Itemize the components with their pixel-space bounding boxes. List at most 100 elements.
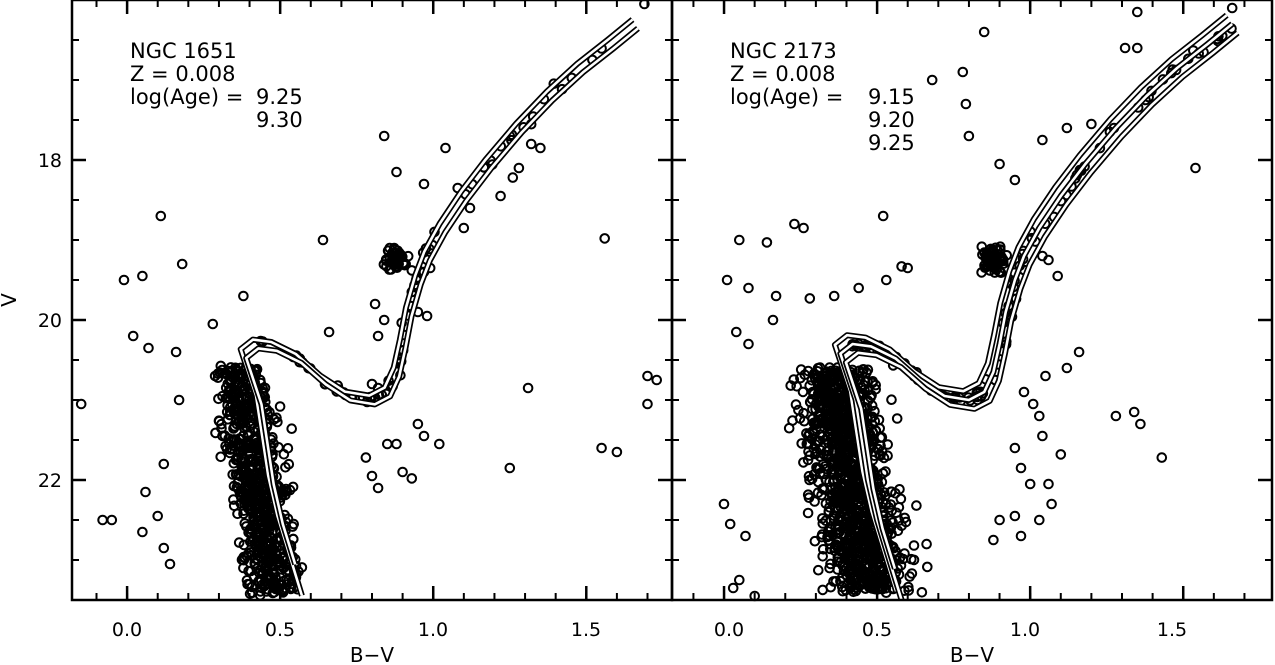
star-point: [164, 558, 176, 570]
star-point: [251, 467, 262, 478]
isochrone-line: [844, 31, 1239, 570]
star-point: [1024, 478, 1036, 490]
age-label: log(Age) =: [130, 85, 243, 109]
y-axis-title: V: [0, 293, 21, 307]
star-point: [859, 518, 870, 530]
star-point: [796, 438, 808, 449]
star-point: [267, 544, 279, 556]
star-point: [228, 500, 240, 512]
star-point: [795, 372, 806, 384]
star-point: [895, 493, 907, 505]
star-point: [210, 427, 221, 439]
star-point: [994, 158, 1005, 170]
star-point: [434, 438, 445, 450]
age-label: log(Age) =: [730, 85, 843, 109]
star-point: [278, 449, 290, 460]
star-point: [891, 413, 903, 424]
star-point: [877, 576, 888, 588]
star-point: [513, 162, 525, 174]
star-point: [906, 553, 917, 565]
star-point: [250, 456, 261, 468]
star-point: [767, 314, 779, 326]
x-tick-label: 0.0: [112, 619, 142, 641]
star-point: [245, 528, 257, 539]
star-point: [239, 518, 251, 529]
star-point: [266, 533, 277, 544]
star-point: [412, 418, 424, 430]
star-point: [783, 422, 795, 434]
star-point: [1018, 386, 1030, 398]
star-point: [223, 433, 234, 444]
star-point: [596, 442, 607, 454]
star-point: [248, 454, 259, 465]
star-point: [812, 463, 823, 475]
star-point: [858, 534, 869, 546]
star-point: [535, 142, 546, 154]
star-point: [806, 394, 818, 405]
star-point: [143, 342, 154, 354]
star-point: [988, 534, 999, 546]
age-value-1: 9.25: [256, 85, 303, 109]
star-point: [880, 498, 892, 509]
star-point: [886, 394, 897, 406]
star-point: [231, 410, 243, 421]
star-point: [378, 130, 390, 142]
star-point: [817, 518, 829, 529]
star-point: [894, 484, 905, 495]
star-point: [1046, 498, 1057, 510]
star-point: [724, 518, 736, 530]
star-point: [916, 587, 928, 598]
star-point: [834, 465, 846, 476]
star-point: [639, 0, 650, 10]
star-point: [845, 494, 856, 506]
star-point: [1061, 362, 1073, 374]
star-point: [845, 529, 856, 541]
star-point: [822, 526, 834, 537]
star-point: [827, 489, 839, 500]
x-tick-label: 0.5: [862, 619, 892, 641]
star-point: [870, 549, 882, 561]
star-point: [250, 494, 262, 505]
star-point: [837, 429, 849, 441]
star-point: [845, 554, 856, 565]
star-point: [255, 543, 267, 555]
star-point: [391, 438, 402, 450]
star-point: [228, 434, 240, 445]
isochrone-line: [244, 27, 639, 565]
star-point: [810, 423, 822, 434]
star-point: [106, 514, 118, 526]
star-point: [837, 585, 849, 597]
star-point: [238, 410, 250, 421]
star-point: [875, 561, 887, 573]
star-point: [824, 362, 835, 373]
age-value-3: 9.25: [868, 131, 915, 155]
cmd-panel-ngc1651: NGC 1651 Z = 0.008 log(Age) = 9.25 9.30 …: [0, 0, 674, 665]
star-point: [835, 385, 847, 396]
y-tick-label: 20: [38, 310, 62, 332]
star-point: [273, 584, 285, 596]
star-point: [384, 242, 396, 254]
star-point: [418, 430, 430, 442]
star-point: [1132, 42, 1143, 54]
star-point: [804, 380, 816, 391]
star-point: [908, 540, 920, 551]
star-point: [1119, 42, 1131, 54]
cluster-name: NGC 1651: [130, 39, 237, 63]
star-point: [397, 466, 408, 478]
star-point: [1226, 2, 1238, 14]
star-point: [829, 394, 840, 406]
star-point: [902, 262, 914, 274]
star-point: [838, 399, 850, 411]
star-point: [229, 370, 241, 382]
star-point: [818, 418, 830, 429]
star-point: [369, 298, 381, 310]
star-point: [885, 499, 897, 510]
star-point: [830, 520, 841, 531]
star-point: [823, 505, 835, 517]
star-point: [868, 555, 880, 567]
star-point: [140, 486, 151, 498]
star-point: [891, 507, 902, 519]
star-point: [256, 579, 268, 591]
star-point: [250, 558, 261, 569]
